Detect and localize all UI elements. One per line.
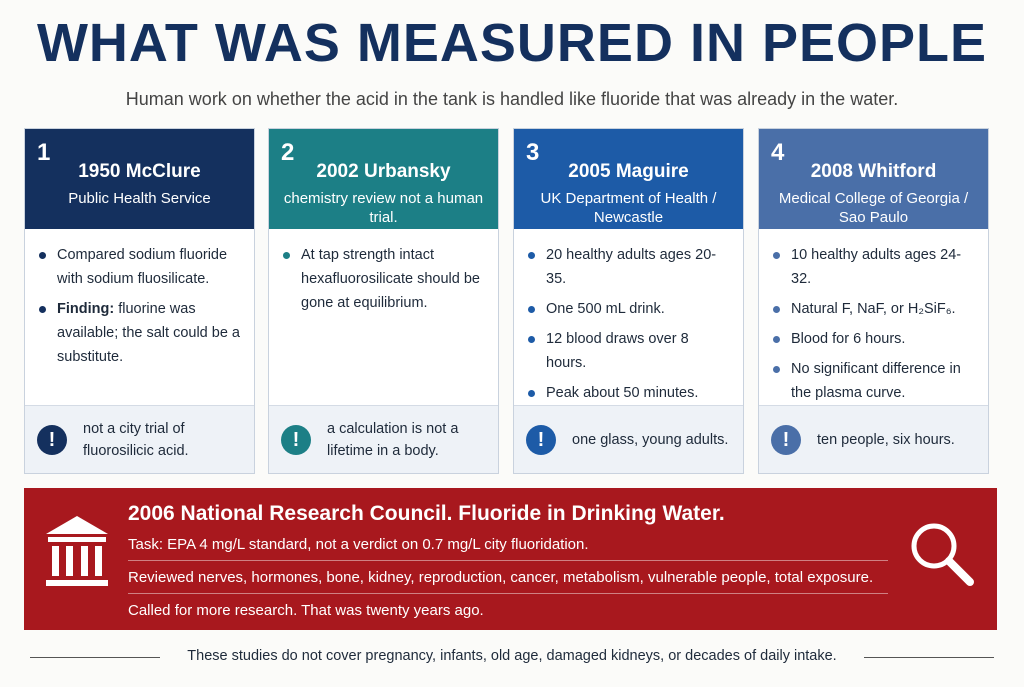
study-name: 1950 McClure: [78, 161, 201, 182]
footer-note: These studies do not cover pregnancy, in…: [187, 648, 837, 664]
panel-line: Reviewed nerves, hormones, bone, kidney,…: [128, 569, 888, 594]
study-card: 2 2002 Urbansky chemistry review not a hum…: [268, 128, 499, 474]
panel-line: Task: EPA 4 mg/L standard, not a verdict…: [128, 536, 888, 561]
study-card: 3 2005 Maguire UK Department of Health / N…: [513, 128, 744, 474]
bullet-list: Compared sodium fluoride with sodium flu…: [25, 229, 254, 369]
bullet-lead: Finding:: [57, 301, 115, 317]
card-header: 3 2005 Maguire UK Department of Health / N…: [514, 129, 743, 229]
study-card: 1 1950 McClure Public Health Service Compar…: [24, 128, 255, 474]
note-text: ten people, six hours.: [817, 431, 955, 448]
bullet-text: 12 blood draws over 8 hours.: [546, 331, 689, 371]
bullet: One 500 mL drink.: [526, 297, 731, 321]
card-note: ! one glass, young adults.: [514, 405, 743, 473]
footer-rule: [30, 657, 160, 658]
study-org: UK Department of Health / Newcastle: [540, 190, 717, 226]
bullet-text: fluorine was available; the salt could b…: [57, 301, 240, 365]
note-text: a calculation is not a lifetime in a bod…: [327, 420, 459, 459]
building-icon: [46, 516, 108, 586]
alert-icon: !: [281, 424, 311, 455]
bullet-text: One 500 mL drink.: [546, 301, 665, 317]
bullet: Blood for 6 hours.: [771, 327, 976, 351]
magnifier-icon: [911, 523, 974, 586]
card-number: 2: [281, 139, 295, 166]
bullet-text: Blood for 6 hours.: [791, 331, 906, 347]
card-header: 4 2008 Whitford Medical College of Georgia…: [759, 129, 988, 229]
bullet: No significant difference in the plasma …: [771, 357, 976, 405]
card-number: 3: [526, 139, 540, 166]
note-text: not a city trial of fluorosilicic acid.: [83, 420, 189, 459]
panel-line: Called for more research. That was twent…: [128, 602, 484, 619]
card-note: ! not a city trial of fluorosilicic acid.: [25, 405, 254, 473]
bullet-text: No significant difference in the plasma …: [791, 361, 961, 401]
bullet: Peak about 50 minutes.: [526, 381, 731, 405]
study-name: 2005 Maguire: [568, 161, 689, 182]
bullet: Finding: fluorine was available; the sal…: [37, 297, 242, 369]
bullet-list: At tap strength intact hexafluorosilicat…: [269, 229, 498, 315]
alert-icon: !: [526, 424, 556, 455]
bullet-text: 20 healthy adults ages 20-35.: [546, 247, 717, 287]
bullet: Compared sodium fluoride with sodium flu…: [37, 243, 242, 291]
study-name: 2008 Whitford: [810, 161, 937, 182]
study-org: Public Health Service: [68, 190, 211, 207]
alert-icon: !: [771, 424, 801, 455]
panel-title: 2006 National Research Council. Fluoride…: [128, 502, 725, 525]
study-org: Medical College of Georgia / Sao Paulo: [778, 190, 969, 226]
bullet: 20 healthy adults ages 20-35.: [526, 243, 731, 291]
card-header: 1 1950 McClure Public Health Service: [25, 129, 254, 229]
bullet: At tap strength intact hexafluorosilicat…: [281, 243, 486, 315]
bullet-list: 10 healthy adults ages 24-32. Natural F, …: [759, 229, 988, 405]
title: WHAT WAS MEASURED IN PEOPLE: [36, 13, 988, 73]
study-org: chemistry review not a human trial.: [283, 190, 484, 226]
bullet-text: Peak about 50 minutes.: [546, 385, 699, 401]
alert-icon: !: [37, 424, 67, 455]
bullet: 12 blood draws over 8 hours.: [526, 327, 731, 375]
card-note: ! ten people, six hours.: [759, 405, 988, 473]
card-number: 4: [771, 139, 785, 166]
bullet: Natural F, NaF, or H₂SiF₆.: [771, 297, 976, 321]
note-text: one glass, young adults.: [572, 431, 729, 448]
subtitle: Human work on whether the acid in the ta…: [125, 89, 899, 109]
bullet-text: 10 healthy adults ages 24-32.: [791, 247, 962, 287]
nrc-panel: 2006 National Research Council. Fluoride…: [24, 488, 997, 630]
card-number: 1: [37, 139, 51, 166]
card-note: ! a calculation is not a lifetime in a bo…: [269, 405, 498, 473]
study-card: 4 2008 Whitford Medical College of Georgia…: [758, 128, 989, 474]
bullet-text: At tap strength intact hexafluorosilicat…: [301, 247, 480, 311]
card-header: 2 2002 Urbansky chemistry review not a hum…: [269, 129, 498, 229]
bullet-text: Natural F, NaF, or H₂SiF₆.: [791, 301, 956, 317]
bullet: 10 healthy adults ages 24-32.: [771, 243, 976, 291]
footer-rule: [864, 657, 994, 658]
bullet-text: Compared sodium fluoride with sodium flu…: [57, 247, 228, 287]
study-name: 2002 Urbansky: [316, 161, 451, 182]
